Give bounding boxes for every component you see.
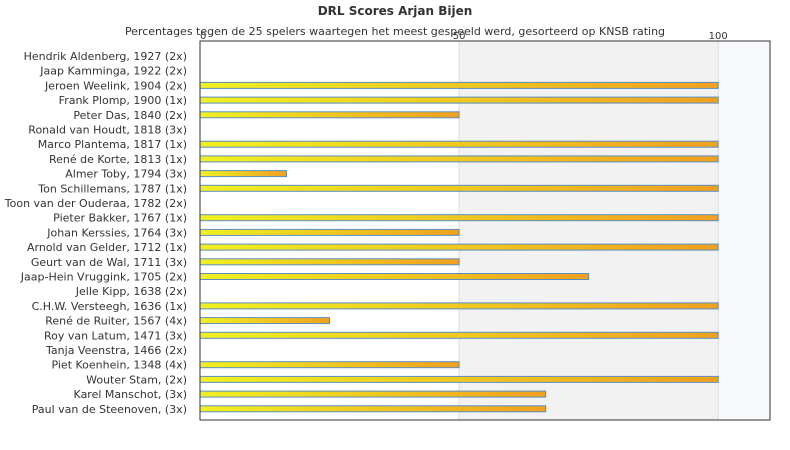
bar	[199, 140, 719, 148]
category-label: Roy van Latum, 1471 (3x)	[44, 329, 187, 342]
bar	[199, 96, 719, 104]
x-tick-label: 100	[709, 31, 728, 42]
category-label: Wouter Stam, (2x)	[86, 373, 187, 386]
category-label: Karel Manschot, (3x)	[74, 388, 187, 401]
band-50-100	[459, 41, 719, 420]
category-label: Pieter Bakker, 1767 (1x)	[53, 212, 187, 225]
x-tick-label: 0	[200, 31, 206, 42]
bar	[199, 390, 547, 398]
category-labels: Hendrik Aldenberg, 1927 (2x) Jaap Kamming…	[4, 50, 187, 416]
category-label: Ton Schillemans, 1787 (1x)	[37, 182, 187, 195]
background-bands	[200, 41, 770, 420]
bar	[199, 81, 719, 89]
category-label: Arnold van Gelder, 1712 (1x)	[27, 241, 187, 254]
bar	[199, 302, 719, 310]
category-label: Hendrik Aldenberg, 1927 (2x)	[24, 50, 187, 63]
category-label: Jaap-Hein Vruggink, 1705 (2x)	[20, 271, 187, 284]
bar	[199, 111, 460, 119]
bar	[199, 317, 331, 325]
bar	[199, 361, 460, 369]
bar	[199, 258, 460, 266]
category-label: Almer Toby, 1794 (3x)	[65, 168, 187, 181]
bar	[199, 375, 719, 383]
category-label: Peter Das, 1840 (2x)	[73, 109, 187, 122]
category-label: Tanja Veenstra, 1466 (2x)	[45, 344, 187, 357]
category-label: Jeroen Weelink, 1904 (2x)	[44, 79, 187, 92]
bar	[199, 228, 460, 236]
category-label: C.H.W. Versteegh, 1636 (1x)	[32, 300, 187, 313]
category-label: René de Ruiter, 1567 (4x)	[45, 315, 187, 328]
chart-title: DRL Scores Arjan Bijen	[317, 4, 473, 18]
chart-subtitle: Percentages tegen de 25 spelers waartege…	[124, 25, 666, 38]
category-label: Marco Plantema, 1817 (1x)	[38, 138, 187, 151]
x-tick-labels: 0 50 100	[200, 31, 728, 42]
category-label: Ronald van Houdt, 1818 (3x)	[28, 124, 187, 137]
bar	[199, 243, 719, 251]
bar	[199, 214, 719, 222]
category-label: Jelle Kipp, 1638 (2x)	[75, 285, 187, 298]
bar	[199, 331, 719, 339]
bars	[199, 81, 719, 413]
bar	[199, 405, 547, 413]
plot-frame	[199, 40, 771, 421]
bar	[199, 273, 590, 280]
x-tick-label: 50	[453, 31, 466, 42]
bar	[199, 184, 719, 192]
band-100-plus	[718, 41, 770, 420]
category-label: Johan Kerssies, 1764 (3x)	[46, 226, 187, 239]
category-label: Jaap Kamminga, 1922 (2x)	[39, 65, 187, 78]
category-label: Toon van der Ouderaa, 1782 (2x)	[4, 197, 187, 210]
category-label: Piet Koenhein, 1348 (4x)	[51, 359, 187, 372]
category-label: Paul van de Steenoven, (3x)	[32, 403, 187, 416]
category-label: René de Korte, 1813 (1x)	[49, 153, 187, 166]
bar	[199, 155, 719, 163]
category-label: Frank Plomp, 1900 (1x)	[59, 94, 187, 107]
category-label: Geurt van de Wal, 1711 (3x)	[31, 256, 187, 269]
bar	[199, 170, 288, 178]
